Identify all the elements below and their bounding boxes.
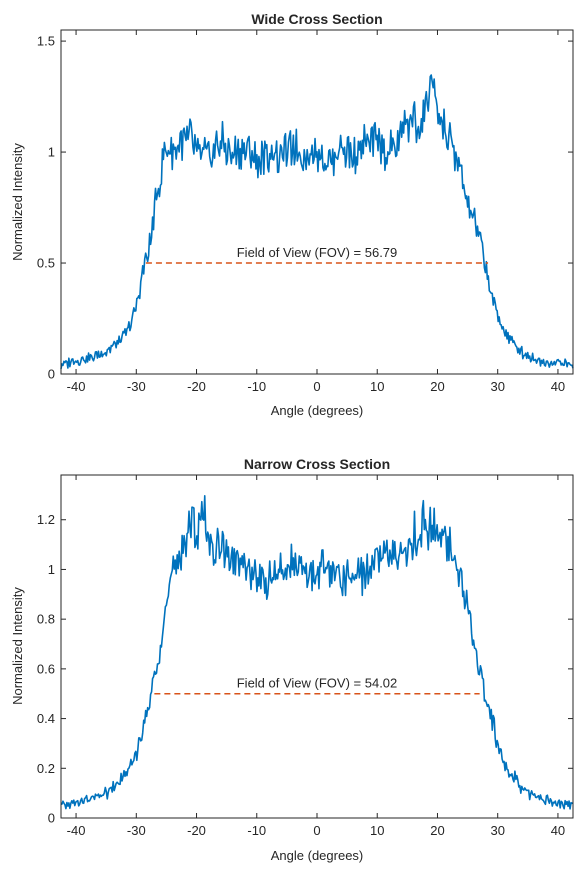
y-tick-label: 1: [48, 145, 55, 160]
series-line: [60, 74, 574, 370]
series-line: [60, 494, 574, 810]
annotation-layer: Field of View (FOV) = 54.02: [154, 676, 480, 695]
y-ticks: 0 0.2 0.4 0.6 0.8 1 1.2: [37, 512, 573, 826]
x-tick-label: 20: [430, 823, 444, 838]
y-tick-label: 1.5: [37, 34, 55, 49]
wide-cross-section-chart: Wide Cross Section Angle (degrees) Norma…: [10, 11, 574, 418]
x-tick-label: -30: [127, 379, 146, 394]
y-axis-label: Normalized Intensity: [10, 143, 25, 261]
y-tick-label: 1: [48, 562, 55, 577]
x-axis-label: Angle (degrees): [271, 403, 364, 418]
series-layer: [60, 74, 574, 370]
x-tick-label: 20: [430, 379, 444, 394]
y-tick-label: 0.6: [37, 661, 55, 676]
fov-annotation: Field of View (FOV) = 54.02: [237, 676, 398, 691]
x-tick-label: -40: [67, 823, 86, 838]
x-tick-label: 0: [313, 823, 320, 838]
x-tick-label: 40: [551, 823, 565, 838]
annotation-layer: Field of View (FOV) = 56.79: [145, 245, 489, 264]
x-tick-label: -40: [67, 379, 86, 394]
x-tick-label: 0: [313, 379, 320, 394]
y-tick-label: 0: [48, 367, 55, 382]
axes-box: [60, 29, 574, 375]
x-tick-label: -10: [247, 823, 266, 838]
x-ticks: -40 -30 -20 -10 0 10 20 30 40: [67, 475, 565, 838]
y-tick-label: 0.2: [37, 761, 55, 776]
plot-area: [61, 475, 573, 818]
x-tick-label: 10: [370, 379, 384, 394]
chart-title: Wide Cross Section: [251, 11, 382, 27]
narrow-cross-section-chart: Narrow Cross Section Angle (degrees) Nor…: [10, 456, 574, 863]
y-tick-label: 1.2: [37, 512, 55, 527]
x-tick-label: 40: [551, 379, 565, 394]
y-tick-label: 0: [48, 811, 55, 826]
y-tick-label: 0.8: [37, 612, 55, 627]
x-tick-label: -20: [187, 379, 206, 394]
y-tick-label: 0.4: [37, 711, 55, 726]
x-tick-label: -20: [187, 823, 206, 838]
x-tick-label: 30: [490, 823, 504, 838]
series-layer: [60, 494, 574, 810]
y-axis-label: Normalized Intensity: [10, 587, 25, 705]
plot-area: [61, 30, 573, 374]
x-tick-label: 30: [490, 379, 504, 394]
x-ticks: -40 -30 -20 -10 0 10 20 30 40: [67, 30, 565, 394]
chart-title: Narrow Cross Section: [244, 456, 390, 472]
y-tick-label: 0.5: [37, 256, 55, 271]
x-tick-label: 10: [370, 823, 384, 838]
fov-annotation: Field of View (FOV) = 56.79: [237, 245, 398, 260]
x-axis-label: Angle (degrees): [271, 848, 364, 863]
axes-box: [60, 474, 574, 819]
x-tick-label: -10: [247, 379, 266, 394]
y-ticks: 0 0.5 1 1.5: [37, 34, 573, 382]
x-tick-label: -30: [127, 823, 146, 838]
